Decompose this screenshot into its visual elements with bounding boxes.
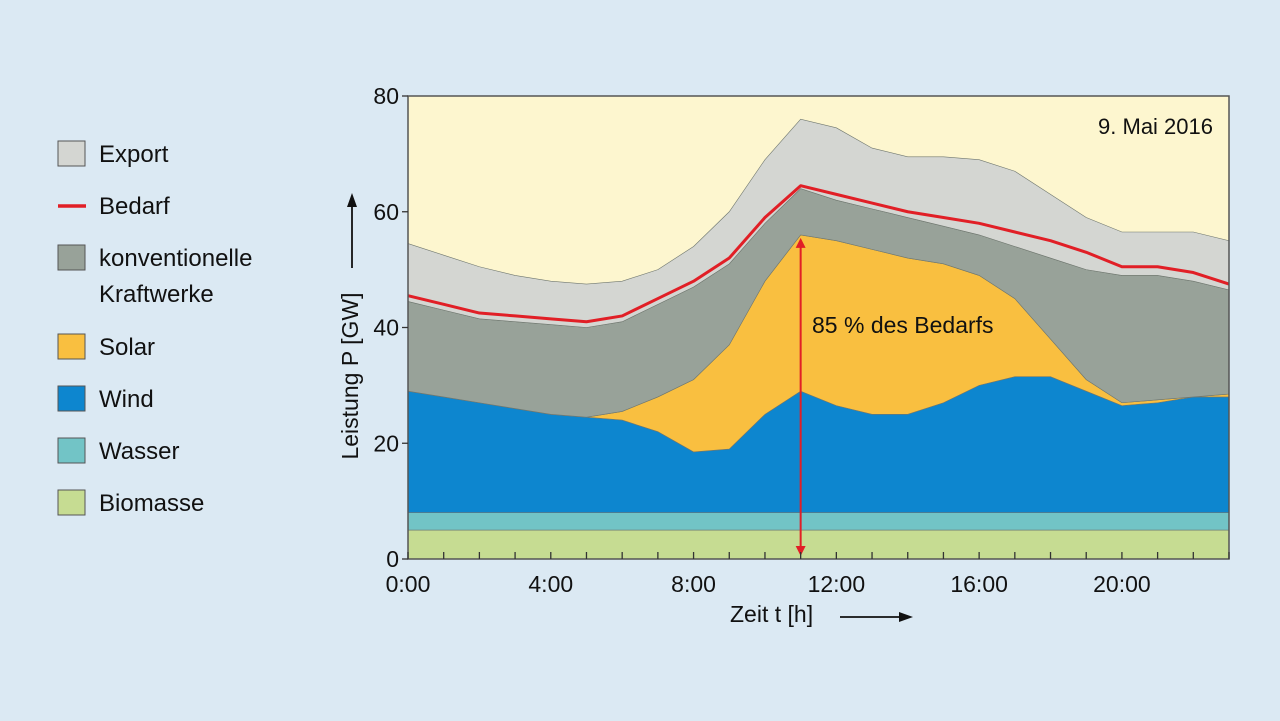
y-axis-label: Leistung P [GW]: [337, 292, 363, 459]
line-bedarf: [407, 184, 1230, 324]
legend-label-wasser: Wasser: [99, 438, 179, 465]
legend-label-konventionelle: konventionelle: [99, 245, 252, 272]
legend-swatch-wind: [57, 385, 86, 412]
share-annotation: 85 % des Bedarfs: [812, 312, 994, 338]
legend-label-solar: Solar: [99, 334, 155, 361]
area-layers: [407, 118, 1230, 560]
axes: 0 20 40 60 80 0:00 4:00 8:00 12:00 16:00 20:00: [347, 83, 1230, 622]
legend: Export Bedarf konventionelle Kraftwerke Sola…: [57, 140, 252, 517]
demand-lines: [407, 184, 1230, 324]
x-tick-label: 16:00: [950, 571, 1008, 597]
legend-label-biomasse: Biomasse: [99, 490, 204, 517]
x-tick-label: 4:00: [528, 571, 573, 597]
y-tick-label: 20: [373, 430, 399, 456]
y-tick-label: 40: [373, 315, 399, 341]
legend-swatch-konventionelle: [57, 244, 86, 271]
x-tick-label: 12:00: [808, 571, 866, 597]
legend-swatch-export: [57, 140, 86, 167]
legend-swatch-solar: [57, 333, 86, 360]
legend-label-konventionelle: Kraftwerke: [99, 281, 214, 308]
y-tick-label: 80: [373, 83, 399, 109]
area-biomasse: [407, 529, 1230, 560]
x-tick-label: 8:00: [671, 571, 716, 597]
area-wasser: [407, 512, 1230, 531]
legend-label-export: Export: [99, 141, 169, 168]
date-annotation: 9. Mai 2016: [1098, 114, 1213, 139]
x-axis-label: Zeit t [h]: [730, 601, 813, 627]
x-tick-label: 20:00: [1093, 571, 1151, 597]
legend-label-bedarf: Bedarf: [99, 193, 170, 220]
legend-swatch-wasser: [57, 437, 86, 464]
legend-swatch-biomasse: [57, 489, 86, 516]
legend-label-wind: Wind: [99, 386, 154, 413]
x-tick-label: 0:00: [386, 571, 431, 597]
y-tick-label: 60: [373, 199, 399, 225]
y-tick-label: 0: [386, 546, 399, 572]
